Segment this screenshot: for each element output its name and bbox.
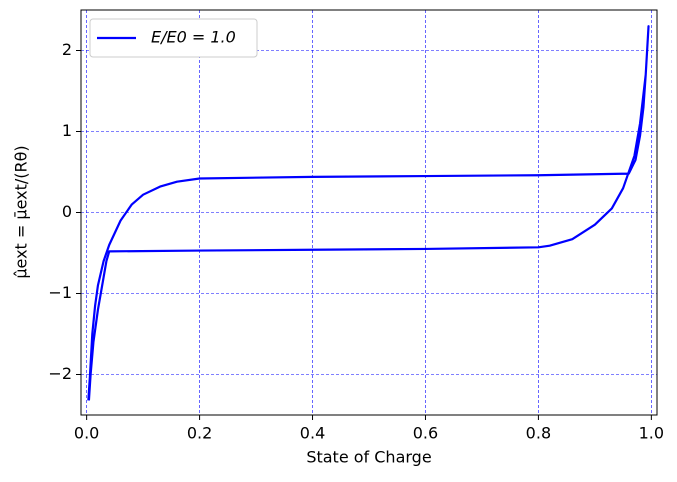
y-tick-label: −1 bbox=[48, 283, 72, 302]
line-series bbox=[87, 25, 650, 401]
x-tick-label: 0.6 bbox=[413, 424, 438, 443]
y-tick-label: 1 bbox=[62, 121, 72, 140]
plot-frame bbox=[80, 9, 658, 416]
x-tick-label: 0.0 bbox=[74, 424, 99, 443]
legend-label: E/E0 = 1.0 bbox=[151, 28, 236, 47]
y-tick-label: 2 bbox=[62, 40, 72, 59]
y-axis-label: μ̂ext = μ̄ext/(Rθ) bbox=[12, 145, 31, 278]
y-tick-label: −2 bbox=[48, 364, 72, 383]
x-tick-label: 0.2 bbox=[187, 424, 212, 443]
x-axis-label: State of Charge bbox=[306, 448, 431, 467]
x-tick-label: 0.4 bbox=[300, 424, 325, 443]
x-tick-label: 1.0 bbox=[639, 424, 664, 443]
y-tick-label: 0 bbox=[62, 202, 72, 221]
x-tick-label: 0.8 bbox=[526, 424, 551, 443]
legend-box bbox=[89, 18, 258, 58]
